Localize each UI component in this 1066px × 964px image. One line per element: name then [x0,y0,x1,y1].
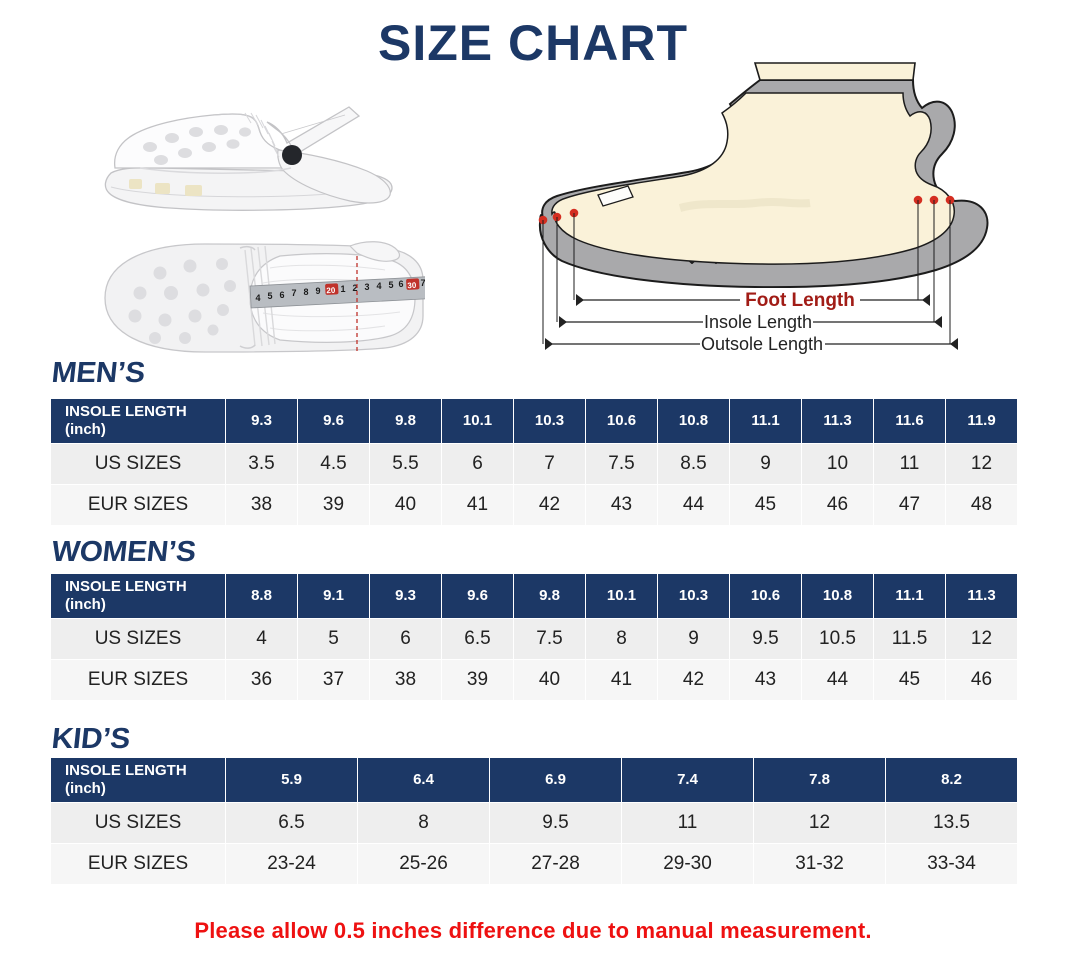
svg-text:1: 1 [340,284,345,294]
svg-text:7: 7 [291,288,296,298]
svg-text:6: 6 [398,279,403,289]
svg-text:9: 9 [315,286,320,296]
svg-text:Foot Length: Foot Length [745,290,855,311]
svg-text:20: 20 [326,286,336,295]
svg-text:6: 6 [279,290,284,300]
svg-text:Outsole Length: Outsole Length [701,334,823,354]
svg-text:30: 30 [407,281,417,290]
svg-text:4: 4 [255,293,260,303]
svg-text:4: 4 [376,281,381,291]
svg-text:7: 7 [420,278,425,288]
svg-text:Insole Length: Insole Length [704,312,812,332]
svg-text:8: 8 [303,287,308,297]
svg-text:5: 5 [388,280,393,290]
svg-text:5: 5 [267,291,272,301]
svg-text:3: 3 [364,282,369,292]
